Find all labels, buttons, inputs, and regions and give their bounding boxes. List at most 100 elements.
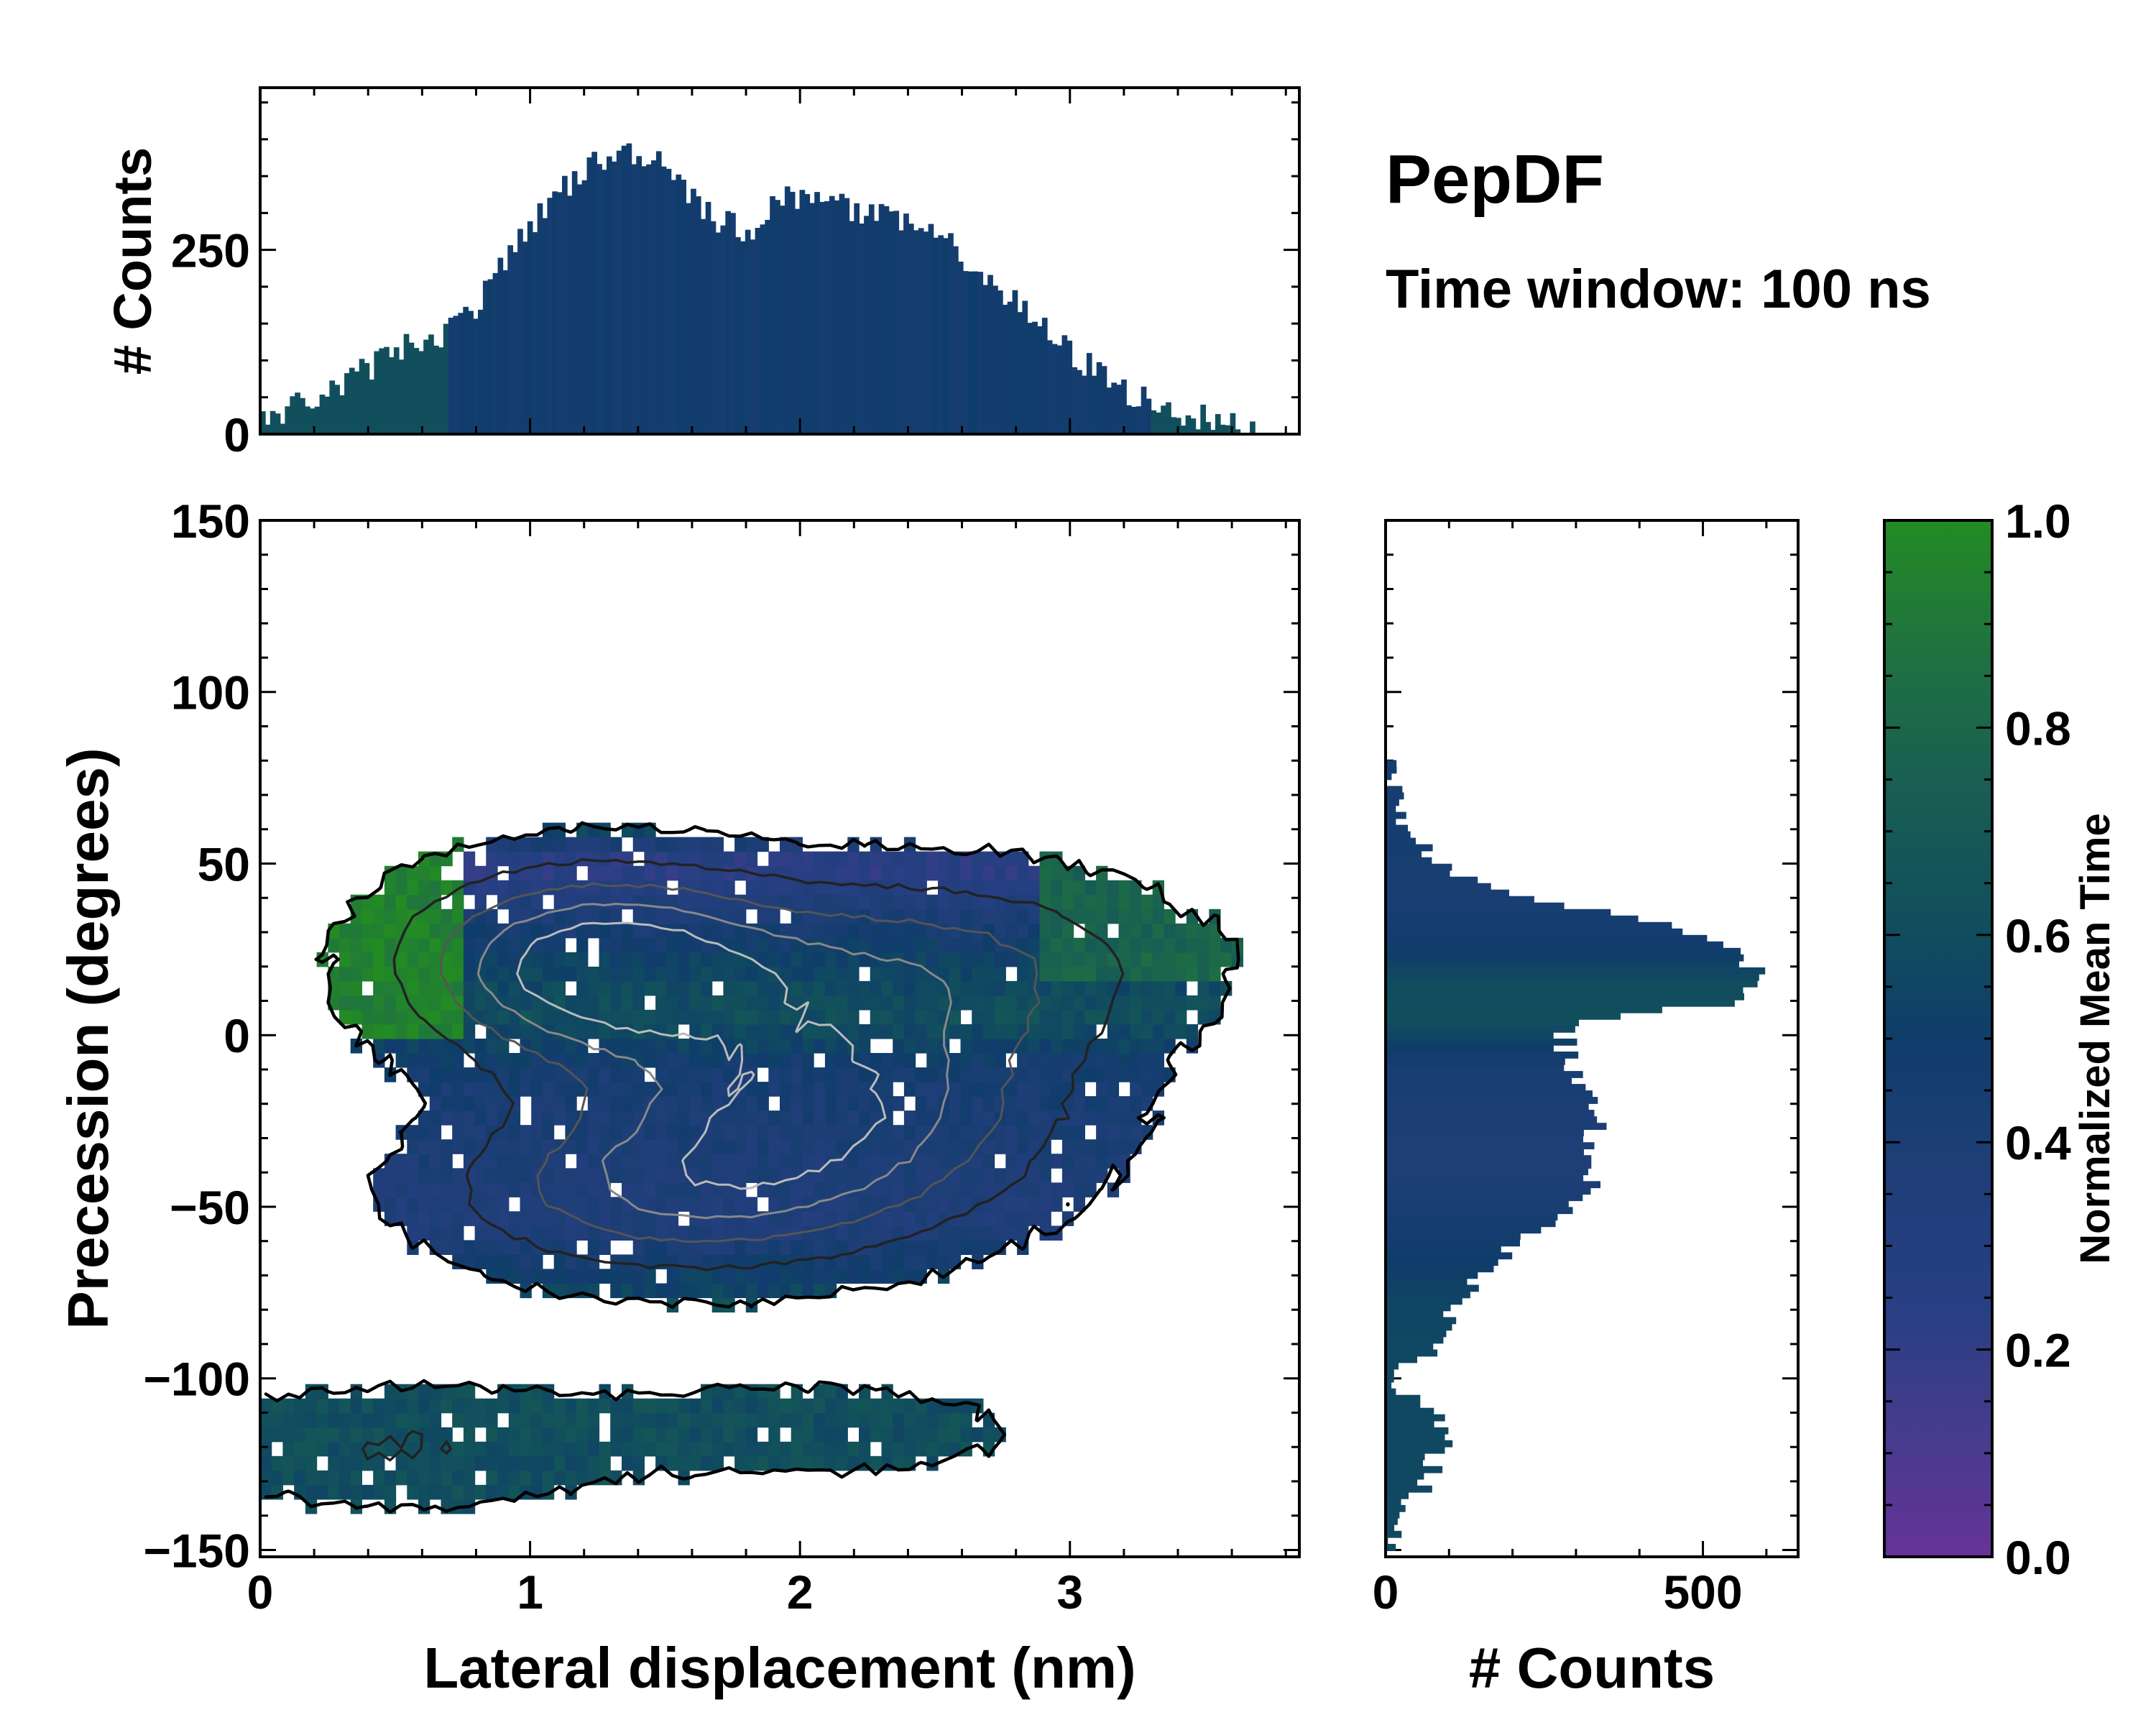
heatmap-cell: [542, 1168, 555, 1183]
heatmap-cell: [520, 1455, 532, 1471]
heatmap-cell: [260, 1470, 272, 1486]
heatmap-cell: [474, 1009, 487, 1025]
heatmap-cell: [1084, 908, 1097, 924]
heatmap-cell: [599, 1139, 611, 1154]
heatmap-cell: [395, 894, 407, 910]
right-histogram-bar: [1386, 928, 1683, 936]
heatmap-cell: [814, 1039, 826, 1054]
heatmap-cell: [1130, 952, 1142, 967]
heatmap-cell: [497, 1211, 510, 1226]
tick-label: 3: [1056, 1565, 1083, 1619]
heatmap-cell: [632, 1412, 645, 1428]
heatmap-cell: [644, 880, 656, 896]
heatmap-cell: [757, 1441, 769, 1457]
heatmap-cell: [1073, 1197, 1085, 1212]
heatmap-cell: [881, 1024, 893, 1039]
heatmap-cell: [1220, 937, 1233, 953]
heatmap-cell: [938, 923, 950, 939]
heatmap-cell: [373, 923, 385, 939]
top-histogram-bar: [789, 191, 796, 434]
heatmap-cell: [452, 1009, 464, 1025]
heatmap-cell: [655, 952, 668, 967]
heatmap-cell: [395, 1168, 407, 1183]
heatmap-cell: [599, 1024, 611, 1039]
heatmap-cell: [870, 1427, 882, 1443]
heatmap-cell: [1073, 995, 1085, 1011]
heatmap-cell: [542, 1125, 555, 1140]
heatmap-cell: [622, 1009, 634, 1025]
heatmap-cell: [622, 1455, 634, 1471]
right-histogram-bar: [1386, 1511, 1400, 1519]
heatmap-cell: [689, 1211, 701, 1226]
heatmap-cell: [802, 1441, 814, 1457]
heatmap-cell: [960, 1398, 972, 1414]
heatmap-cell: [893, 1441, 905, 1457]
heatmap-cell: [915, 1441, 927, 1457]
heatmap-cell: [610, 1096, 622, 1111]
heatmap-cell: [938, 1254, 950, 1269]
heatmap-cell: [960, 995, 972, 1011]
heatmap-cell: [429, 1182, 442, 1197]
heatmap-cell: [972, 1009, 984, 1025]
right-histogram-bar: [1386, 1064, 1565, 1072]
heatmap-cell: [622, 1154, 634, 1169]
heatmap-cell: [780, 1398, 792, 1414]
heatmap-cell: [1073, 908, 1085, 924]
heatmap-cell: [1051, 1053, 1063, 1068]
heatmap-cell: [429, 865, 442, 881]
right-histogram-bar: [1386, 999, 1735, 1007]
heatmap-cell: [949, 1225, 962, 1241]
heatmap-cell: [1051, 1024, 1063, 1039]
heatmap-cell: [486, 952, 498, 967]
heatmap-cell: [531, 1455, 543, 1471]
heatmap-cell: [350, 980, 362, 996]
heatmap-cell: [328, 1470, 340, 1486]
heatmap-cell: [994, 880, 1006, 896]
heatmap-cell: [463, 1254, 476, 1269]
heatmap-cell: [972, 894, 984, 910]
heatmap-cell: [881, 1053, 893, 1068]
heatmap-cell: [960, 908, 972, 924]
right-histogram-bar: [1386, 1297, 1462, 1305]
heatmap-cell: [395, 865, 407, 881]
heatmap-cell: [441, 995, 453, 1011]
heatmap-cell: [599, 937, 611, 953]
heatmap-cell: [814, 966, 826, 982]
heatmap-cell: [531, 1082, 543, 1097]
top-histogram-bar: [522, 242, 528, 434]
heatmap-cell: [407, 1470, 419, 1486]
heatmap-cell: [982, 1053, 995, 1068]
top-histogram-bar: [775, 200, 780, 434]
heatmap-cell: [644, 1254, 656, 1269]
heatmap-cell: [622, 952, 634, 967]
heatmap-cell: [1141, 894, 1153, 910]
heatmap-cell: [870, 937, 882, 953]
top-histogram-bar: [953, 246, 959, 434]
heatmap-cell: [768, 1398, 780, 1414]
top-histogram-bar: [1101, 366, 1107, 434]
heatmap-cell: [350, 1412, 362, 1428]
heatmap-cell: [666, 1039, 679, 1054]
heatmap-cell: [757, 1082, 769, 1097]
heatmap-cell: [926, 923, 939, 939]
heatmap-cell: [520, 923, 532, 939]
heatmap-cell: [1028, 1082, 1041, 1097]
heatmap-cell: [497, 1182, 510, 1197]
heatmap-cell: [565, 966, 577, 982]
heatmap-cell: [587, 1110, 600, 1126]
heatmap-cell: [474, 1197, 487, 1212]
heatmap-cell: [768, 1269, 780, 1284]
heatmap-cell: [903, 1182, 916, 1197]
right-histogram-bar: [1386, 1544, 1396, 1551]
heatmap-cell: [1028, 908, 1041, 924]
heatmap-cell: [893, 1009, 905, 1025]
heatmap-cell: [542, 1110, 555, 1126]
heatmap-cell: [678, 865, 690, 881]
top-histogram-bar: [280, 423, 286, 434]
heatmap-cell: [757, 995, 769, 1011]
heatmap-cell: [497, 880, 510, 896]
top-histogram-bar: [463, 306, 469, 434]
heatmap-cell: [711, 923, 724, 939]
heatmap-cell: [689, 1096, 701, 1111]
heatmap-cell: [282, 1427, 295, 1443]
